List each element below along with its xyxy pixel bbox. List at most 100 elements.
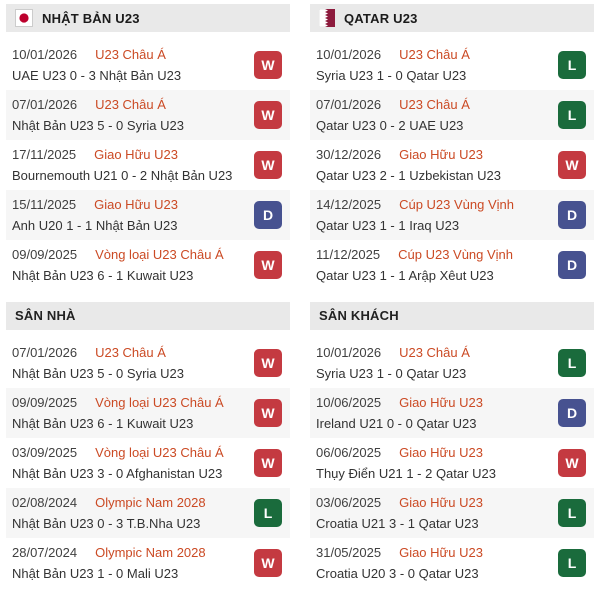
match-row[interactable]: 07/01/2026 U23 Châu Á Nhật Bản U23 5 - 0… xyxy=(6,90,290,140)
match-row[interactable]: 10/01/2026 U23 Châu Á Syria U23 1 - 0 Qa… xyxy=(310,40,594,90)
competition-link[interactable]: U23 Châu Á xyxy=(399,345,470,360)
competition-link[interactable]: Giao Hữu U23 xyxy=(399,545,483,560)
match-info: 06/06/2025 Giao Hữu U23 Thụy Điển U21 1 … xyxy=(316,444,496,482)
outcome-badge: W xyxy=(254,399,282,427)
match-row[interactable]: 31/05/2025 Giao Hữu U23 Croatia U20 3 - … xyxy=(310,538,594,588)
match-row[interactable]: 10/06/2025 Giao Hữu U23 Ireland U21 0 - … xyxy=(310,388,594,438)
match-info: 15/11/2025 Giao Hữu U23 Anh U20 1 - 1 Nh… xyxy=(12,196,178,234)
match-date: 10/01/2026 xyxy=(12,47,78,62)
match-row[interactable]: 10/01/2026 U23 Châu Á Syria U23 1 - 0 Qa… xyxy=(310,338,594,388)
section-header-home: SÂN NHÀ xyxy=(6,302,290,330)
match-info: 07/01/2026 U23 Châu Á Nhật Bản U23 5 - 0… xyxy=(12,96,184,134)
match-info: 30/12/2026 Giao Hữu U23 Qatar U23 2 - 1 … xyxy=(316,146,501,184)
match-info: 09/09/2025 Vòng loại U23 Châu Á Nhật Bản… xyxy=(12,394,224,432)
competition-link[interactable]: Cúp U23 Vùng Vịnh xyxy=(398,247,514,262)
home-matches-list: 07/01/2026 U23 Châu Á Nhật Bản U23 5 - 0… xyxy=(6,338,290,588)
match-result: Nhật Bản U23 3 - 0 Afghanistan U23 xyxy=(12,466,223,481)
match-date: 11/12/2025 xyxy=(316,247,381,262)
competition-link[interactable]: U23 Châu Á xyxy=(95,345,166,360)
match-info: 07/01/2026 U23 Châu Á Nhật Bản U23 5 - 0… xyxy=(12,344,184,382)
match-date: 03/06/2025 xyxy=(316,495,382,510)
match-row[interactable]: 07/01/2026 U23 Châu Á Qatar U23 0 - 2 UA… xyxy=(310,90,594,140)
match-row[interactable]: 30/12/2026 Giao Hữu U23 Qatar U23 2 - 1 … xyxy=(310,140,594,190)
outcome-badge: D xyxy=(558,251,586,279)
match-info: 10/01/2026 U23 Châu Á Syria U23 1 - 0 Qa… xyxy=(316,46,470,84)
recent-matches-list: 10/01/2026 U23 Châu Á UAE U23 0 - 3 Nhật… xyxy=(6,40,290,290)
match-date: 17/11/2025 xyxy=(12,147,77,162)
competition-link[interactable]: Giao Hữu U23 xyxy=(399,495,483,510)
match-row[interactable]: 09/09/2025 Vòng loại U23 Châu Á Nhật Bản… xyxy=(6,240,290,290)
match-info: 07/01/2026 U23 Châu Á Qatar U23 0 - 2 UA… xyxy=(316,96,470,134)
competition-link[interactable]: U23 Châu Á xyxy=(95,97,166,112)
match-row[interactable]: 07/01/2026 U23 Châu Á Nhật Bản U23 5 - 0… xyxy=(6,338,290,388)
competition-link[interactable]: Giao Hữu U23 xyxy=(399,445,483,460)
match-result: Qatar U23 1 - 1 Iraq U23 xyxy=(316,218,460,233)
match-date: 31/05/2025 xyxy=(316,545,382,560)
team-panel-qatar: QATAR U23 10/01/2026 U23 Châu Á Syria U2… xyxy=(310,4,594,588)
match-result: Nhật Bản U23 5 - 0 Syria U23 xyxy=(12,366,184,381)
match-row[interactable]: 28/07/2024 Olympic Nam 2028 Nhật Bản U23… xyxy=(6,538,290,588)
match-row[interactable]: 10/01/2026 U23 Châu Á UAE U23 0 - 3 Nhật… xyxy=(6,40,290,90)
match-info: 14/12/2025 Cúp U23 Vùng Vịnh Qatar U23 1… xyxy=(316,196,514,234)
outcome-badge: W xyxy=(254,51,282,79)
match-date: 02/08/2024 xyxy=(12,495,78,510)
outcome-badge: L xyxy=(558,101,586,129)
match-result: Croatia U21 3 - 1 Qatar U23 xyxy=(316,516,479,531)
match-result: Qatar U23 1 - 1 Arập Xêut U23 xyxy=(316,268,494,283)
competition-link[interactable]: Olympic Nam 2028 xyxy=(95,545,206,560)
match-date: 09/09/2025 xyxy=(12,395,78,410)
match-row[interactable]: 06/06/2025 Giao Hữu U23 Thụy Điển U21 1 … xyxy=(310,438,594,488)
match-info: 03/06/2025 Giao Hữu U23 Croatia U21 3 - … xyxy=(316,494,483,532)
competition-link[interactable]: Giao Hữu U23 xyxy=(94,147,178,162)
match-row[interactable]: 14/12/2025 Cúp U23 Vùng Vịnh Qatar U23 1… xyxy=(310,190,594,240)
team-header-qatar: QATAR U23 xyxy=(310,4,594,32)
match-info: 28/07/2024 Olympic Nam 2028 Nhật Bản U23… xyxy=(12,544,206,582)
match-date: 14/12/2025 xyxy=(316,197,382,212)
competition-link[interactable]: Giao Hữu U23 xyxy=(399,395,483,410)
match-result: Syria U23 1 - 0 Qatar U23 xyxy=(316,68,467,83)
match-result: Nhật Bản U23 5 - 0 Syria U23 xyxy=(12,118,184,133)
match-row[interactable]: 09/09/2025 Vòng loại U23 Châu Á Nhật Bản… xyxy=(6,388,290,438)
competition-link[interactable]: U23 Châu Á xyxy=(399,47,470,62)
match-row[interactable]: 03/09/2025 Vòng loại U23 Châu Á Nhật Bản… xyxy=(6,438,290,488)
match-result: Qatar U23 2 - 1 Uzbekistan U23 xyxy=(316,168,501,183)
outcome-badge: L xyxy=(558,549,586,577)
match-info: 09/09/2025 Vòng loại U23 Châu Á Nhật Bản… xyxy=(12,246,224,284)
match-result: Ireland U21 0 - 0 Qatar U23 xyxy=(316,416,477,431)
competition-link[interactable]: Olympic Nam 2028 xyxy=(95,495,206,510)
competition-link[interactable]: Vòng loại U23 Châu Á xyxy=(95,395,224,410)
competition-link[interactable]: U23 Châu Á xyxy=(399,97,470,112)
outcome-badge: W xyxy=(254,449,282,477)
match-row[interactable]: 03/06/2025 Giao Hữu U23 Croatia U21 3 - … xyxy=(310,488,594,538)
away-matches-list: 10/01/2026 U23 Châu Á Syria U23 1 - 0 Qa… xyxy=(310,338,594,588)
outcome-badge: D xyxy=(558,201,586,229)
match-info: 10/06/2025 Giao Hữu U23 Ireland U21 0 - … xyxy=(316,394,483,432)
match-row[interactable]: 15/11/2025 Giao Hữu U23 Anh U20 1 - 1 Nh… xyxy=(6,190,290,240)
outcome-badge: L xyxy=(254,499,282,527)
outcome-badge: D xyxy=(558,399,586,427)
outcome-badge: L xyxy=(558,51,586,79)
competition-link[interactable]: Vòng loại U23 Châu Á xyxy=(95,247,224,262)
team-name: NHẬT BẢN U23 xyxy=(42,10,140,26)
match-info: 10/01/2026 U23 Châu Á UAE U23 0 - 3 Nhật… xyxy=(12,46,181,84)
competition-link[interactable]: Giao Hữu U23 xyxy=(94,197,178,212)
match-date: 09/09/2025 xyxy=(12,247,78,262)
competition-link[interactable]: Cúp U23 Vùng Vịnh xyxy=(399,197,514,212)
match-info: 03/09/2025 Vòng loại U23 Châu Á Nhật Bản… xyxy=(12,444,224,482)
competition-link[interactable]: Vòng loại U23 Châu Á xyxy=(95,445,224,460)
match-info: 02/08/2024 Olympic Nam 2028 Nhật Bản U23… xyxy=(12,494,206,532)
section-header-away: SÂN KHÁCH xyxy=(310,302,594,330)
match-result: Nhật Bản U23 6 - 1 Kuwait U23 xyxy=(12,416,194,431)
match-result: Anh U20 1 - 1 Nhật Bản U23 xyxy=(12,218,178,233)
match-result: Nhật Bản U23 0 - 3 T.B.Nha U23 xyxy=(12,516,201,531)
match-row[interactable]: 02/08/2024 Olympic Nam 2028 Nhật Bản U23… xyxy=(6,488,290,538)
outcome-badge: L xyxy=(558,499,586,527)
competition-link[interactable]: U23 Châu Á xyxy=(95,47,166,62)
competition-link[interactable]: Giao Hữu U23 xyxy=(399,147,483,162)
team-header-japan: NHẬT BẢN U23 xyxy=(6,4,290,32)
match-row[interactable]: 17/11/2025 Giao Hữu U23 Bournemouth U21 … xyxy=(6,140,290,190)
outcome-badge: L xyxy=(558,349,586,377)
match-date: 28/07/2024 xyxy=(12,545,78,560)
match-row[interactable]: 11/12/2025 Cúp U23 Vùng Vịnh Qatar U23 1… xyxy=(310,240,594,290)
